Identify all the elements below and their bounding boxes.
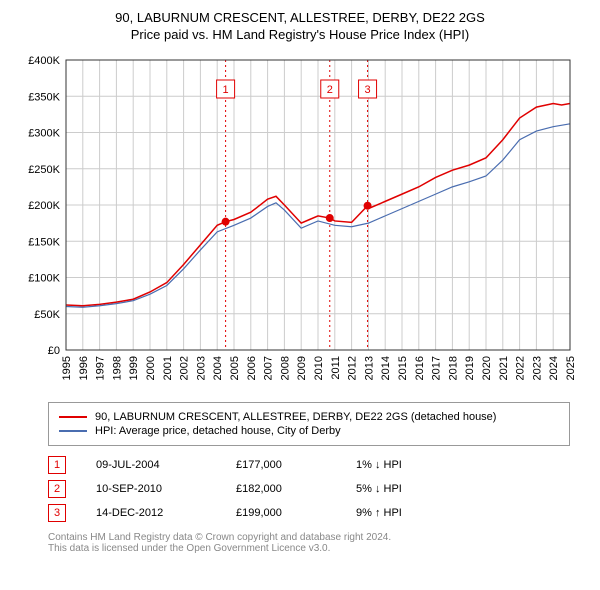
sale-delta-3: 9% ↑ HPI xyxy=(356,507,446,519)
title-line-2: Price paid vs. HM Land Registry's House … xyxy=(10,27,590,42)
svg-text:2014: 2014 xyxy=(380,356,392,380)
sale-price-2: £182,000 xyxy=(236,483,326,495)
svg-text:1995: 1995 xyxy=(61,356,73,380)
sale-marker-1: 1 xyxy=(48,456,66,474)
chart-svg: £0 £50K £100K £150K £200K £250K £300K £350K £400… xyxy=(20,50,580,390)
svg-text:2008: 2008 xyxy=(279,356,291,380)
svg-text:£150K: £150K xyxy=(28,236,60,248)
svg-text:£400K: £400K xyxy=(28,55,60,67)
sale-date-1: 09-JUL-2004 xyxy=(96,459,206,471)
legend: 90, LABURNUM CRESCENT, ALLESTREE, DERBY,… xyxy=(48,402,570,446)
svg-text:2022: 2022 xyxy=(515,356,527,380)
svg-text:3: 3 xyxy=(364,84,370,96)
footer: Contains HM Land Registry data © Crown c… xyxy=(48,532,570,554)
svg-text:£50K: £50K xyxy=(34,309,60,321)
legend-swatch-hpi xyxy=(59,430,87,432)
sales-row: 1 09-JUL-2004 £177,000 1% ↓ HPI xyxy=(48,456,570,474)
svg-text:2004: 2004 xyxy=(212,356,224,380)
svg-text:£250K: £250K xyxy=(28,164,60,176)
svg-text:£100K: £100K xyxy=(28,273,60,285)
svg-text:1997: 1997 xyxy=(95,356,107,380)
sale-price-3: £199,000 xyxy=(236,507,326,519)
footer-line-1: Contains HM Land Registry data © Crown c… xyxy=(48,532,570,543)
svg-text:2024: 2024 xyxy=(548,356,560,380)
svg-text:2005: 2005 xyxy=(229,356,241,380)
legend-text-prop: 90, LABURNUM CRESCENT, ALLESTREE, DERBY,… xyxy=(95,411,496,423)
svg-text:2006: 2006 xyxy=(246,356,258,380)
svg-text:2017: 2017 xyxy=(431,356,443,380)
sale-price-1: £177,000 xyxy=(236,459,326,471)
title-line-1: 90, LABURNUM CRESCENT, ALLESTREE, DERBY,… xyxy=(10,10,590,25)
svg-text:1999: 1999 xyxy=(128,356,140,380)
svg-text:2021: 2021 xyxy=(498,356,510,380)
sale-date-3: 14-DEC-2012 xyxy=(96,507,206,519)
svg-text:2010: 2010 xyxy=(313,356,325,380)
legend-row-prop: 90, LABURNUM CRESCENT, ALLESTREE, DERBY,… xyxy=(59,411,559,423)
svg-text:2001: 2001 xyxy=(162,356,174,380)
sale-marker-2: 2 xyxy=(48,480,66,498)
svg-text:2002: 2002 xyxy=(179,356,191,380)
svg-text:2000: 2000 xyxy=(145,356,157,380)
legend-row-hpi: HPI: Average price, detached house, City… xyxy=(59,425,559,437)
sale-marker-3: 3 xyxy=(48,504,66,522)
svg-text:2009: 2009 xyxy=(296,356,308,380)
chart: £0 £50K £100K £150K £200K £250K £300K £350K £400… xyxy=(20,50,580,390)
svg-text:1998: 1998 xyxy=(111,356,123,380)
sale-delta-1: 1% ↓ HPI xyxy=(356,459,446,471)
sales-table: 1 09-JUL-2004 £177,000 1% ↓ HPI 2 10-SEP… xyxy=(48,456,570,522)
svg-text:£200K: £200K xyxy=(28,200,60,212)
svg-text:£350K: £350K xyxy=(28,91,60,103)
footer-line-2: This data is licensed under the Open Gov… xyxy=(48,543,570,554)
svg-text:2003: 2003 xyxy=(195,356,207,380)
svg-text:1: 1 xyxy=(223,84,229,96)
svg-text:2013: 2013 xyxy=(363,356,375,380)
svg-text:2018: 2018 xyxy=(447,356,459,380)
svg-text:£300K: £300K xyxy=(28,128,60,140)
svg-text:2025: 2025 xyxy=(565,356,577,380)
svg-text:2011: 2011 xyxy=(330,356,342,380)
svg-text:2023: 2023 xyxy=(531,356,543,380)
svg-text:2019: 2019 xyxy=(464,356,476,380)
legend-text-hpi: HPI: Average price, detached house, City… xyxy=(95,425,341,437)
title-block: 90, LABURNUM CRESCENT, ALLESTREE, DERBY,… xyxy=(10,10,590,42)
svg-text:2: 2 xyxy=(327,84,333,96)
svg-text:2020: 2020 xyxy=(481,356,493,380)
svg-text:2007: 2007 xyxy=(263,356,275,380)
svg-text:1996: 1996 xyxy=(78,356,90,380)
svg-text:2016: 2016 xyxy=(414,356,426,380)
sale-delta-2: 5% ↓ HPI xyxy=(356,483,446,495)
sales-row: 2 10-SEP-2010 £182,000 5% ↓ HPI xyxy=(48,480,570,498)
svg-text:£0: £0 xyxy=(48,345,60,357)
legend-swatch-prop xyxy=(59,416,87,418)
sales-row: 3 14-DEC-2012 £199,000 9% ↑ HPI xyxy=(48,504,570,522)
svg-text:2015: 2015 xyxy=(397,356,409,380)
sale-date-2: 10-SEP-2010 xyxy=(96,483,206,495)
svg-text:2012: 2012 xyxy=(347,356,359,380)
